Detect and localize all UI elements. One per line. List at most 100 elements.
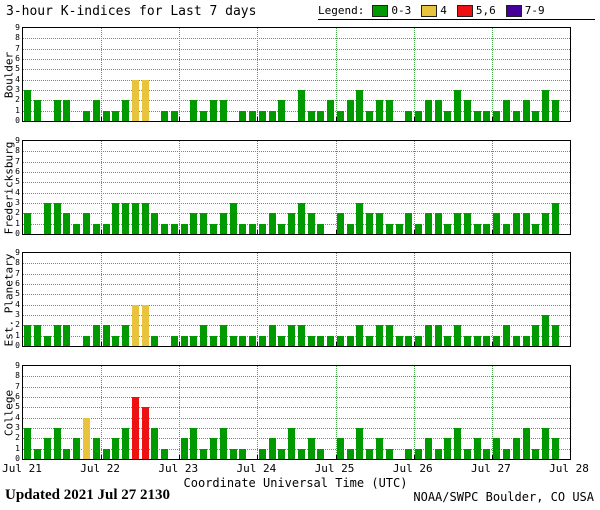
x-tick-label: Jul 21: [2, 462, 42, 475]
k-index-bar: [229, 203, 237, 234]
v-gridline: [179, 141, 181, 234]
y-tick-label: 6: [15, 392, 20, 401]
k-index-bar: [356, 90, 364, 121]
k-index-bar: [258, 223, 266, 234]
legend-swatch: [372, 4, 389, 17]
k-index-bar: [53, 325, 61, 346]
legend-item: 0-3: [372, 4, 411, 17]
k-index-bar: [239, 223, 247, 234]
k-index-bar: [278, 335, 286, 346]
k-index-bar: [161, 110, 169, 121]
h-gridline: [23, 428, 570, 429]
k-index-bar: [43, 335, 51, 346]
v-gridline: [413, 366, 415, 459]
k-index-bar: [209, 335, 217, 346]
k-index-bar: [200, 110, 208, 121]
k-index-bar: [268, 110, 276, 121]
k-index-bar: [424, 213, 432, 234]
k-index-bar: [346, 335, 354, 346]
h-gridline: [23, 448, 570, 450]
k-index-bar: [317, 335, 325, 346]
k-index-bar: [307, 110, 315, 121]
v-gridline: [335, 28, 337, 121]
k-index-bar: [473, 438, 481, 459]
station-label-boulder: Boulder: [2, 51, 16, 98]
k-index-bar: [376, 438, 384, 459]
k-index-bar: [336, 213, 344, 234]
v-gridline: [491, 141, 493, 234]
station-label-college: College: [2, 389, 16, 436]
v-gridline: [101, 141, 103, 234]
x-tick-label: Jul 22: [80, 462, 121, 475]
k-index-bar: [131, 397, 139, 459]
x-tick-mark: [257, 455, 259, 459]
k-index-bar: [454, 428, 462, 459]
y-tick-label: 2: [15, 320, 20, 330]
k-index-bar: [503, 223, 510, 234]
station-label-est-planetary: Est. Planetary: [2, 253, 16, 346]
h-gridline: [23, 417, 570, 419]
k-index-bar: [356, 325, 364, 346]
k-index-bar: [503, 100, 510, 121]
y-tick-label: 3: [15, 198, 20, 207]
k-index-bar: [366, 335, 374, 346]
legend-item-label: 7-9: [524, 4, 545, 17]
y-tick-label: 1: [15, 330, 20, 340]
k-index-bar: [92, 223, 100, 234]
y-tick-label: 7: [15, 381, 20, 391]
k-index-bar: [219, 325, 227, 346]
v-gridline: [101, 253, 103, 346]
y-tick-label: 9: [15, 248, 20, 257]
k-index-bar: [102, 325, 110, 346]
x-tick-mark: [491, 230, 493, 234]
k-index-bar: [278, 100, 286, 121]
k-index-bar: [122, 428, 130, 459]
x-tick-label: Jul 27: [470, 462, 511, 475]
h-gridline: [23, 335, 570, 337]
k-index-bar: [522, 213, 530, 234]
k-index-bar: [473, 335, 481, 346]
k-index-bar: [151, 335, 159, 346]
k-index-bar: [307, 438, 315, 459]
h-gridline: [23, 376, 570, 378]
k-index-bar: [200, 213, 208, 234]
k-index-bar: [258, 110, 266, 121]
v-gridline: [257, 253, 259, 346]
k-index-bar: [522, 100, 530, 121]
h-gridline: [23, 110, 570, 112]
k-index-bar: [366, 448, 374, 459]
x-tick-mark: [413, 230, 415, 234]
k-index-bar: [356, 203, 364, 234]
legend-swatch: [505, 4, 522, 17]
k-index-bar: [454, 90, 462, 121]
k-index-bar: [190, 428, 198, 459]
k-index-bar: [141, 407, 149, 459]
k-index-bar: [532, 223, 540, 234]
y-tick-label: 7: [15, 156, 20, 166]
h-gridline: [23, 151, 570, 153]
h-gridline: [23, 397, 570, 398]
k-index-bar: [180, 335, 188, 346]
k-index-bar: [249, 223, 257, 234]
k-index-bar: [317, 110, 325, 121]
k-index-bar: [219, 428, 227, 459]
y-tick-label: 9: [15, 136, 20, 145]
k-index-bar: [73, 438, 81, 459]
v-gridline: [335, 366, 337, 459]
k-index-bar: [219, 213, 227, 234]
k-index-bar: [395, 223, 403, 234]
k-index-bar: [463, 100, 471, 121]
k-index-bar: [180, 223, 188, 234]
k-index-bar: [395, 335, 403, 346]
y-tick-label: 3: [15, 85, 20, 94]
v-gridline: [491, 28, 493, 121]
v-gridline: [257, 141, 259, 234]
k-index-bar: [434, 325, 442, 346]
k-index-bar: [249, 335, 257, 346]
legend-label: Legend:: [318, 4, 365, 17]
k-index-bar: [200, 325, 208, 346]
legend-swatch: [421, 4, 438, 17]
k-index-bar: [268, 213, 276, 234]
k-index-bar: [376, 213, 384, 234]
